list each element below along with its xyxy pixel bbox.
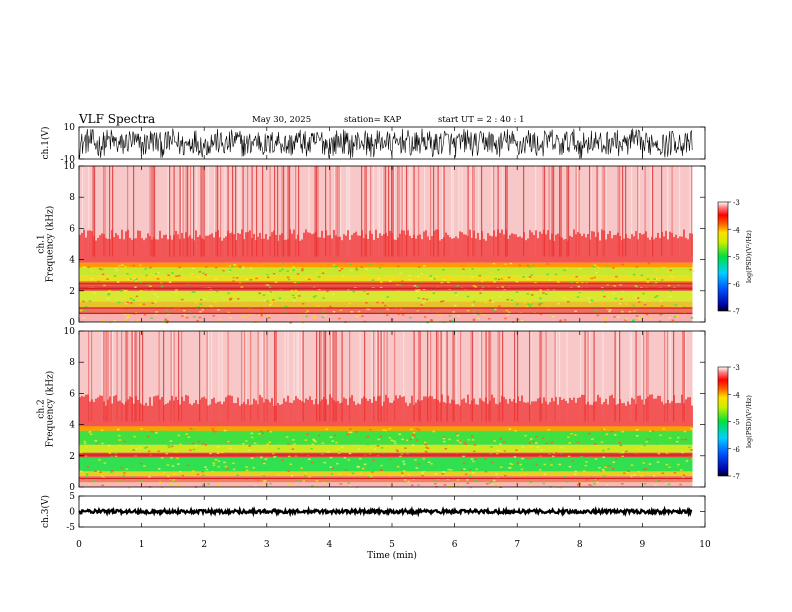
ch1-spectrogram-ytick-label: 2	[69, 287, 75, 297]
ch1-spectrogram-ytick-label: 0	[69, 318, 75, 328]
xtick-label: 2	[201, 540, 207, 550]
xtick-label: 0	[76, 540, 82, 550]
ch3-waveform-trace	[78, 505, 693, 518]
ch1-spectrogram-ytick-label: 10	[64, 162, 76, 172]
ch2-spectrogram-ytick-label: 2	[69, 452, 75, 462]
xtick-label: 3	[264, 540, 270, 550]
ch3-waveform-ytick-label: 5	[69, 492, 75, 502]
xtick-label: 1	[139, 540, 145, 550]
ch2-spectrogram-ytick-label: 10	[64, 327, 76, 337]
ch1-waveform-ylabel: ch.1(V)	[40, 127, 51, 160]
colorbar-label: log(PSD)(V²/Hz)	[745, 230, 753, 283]
xtick-label: 4	[327, 540, 333, 550]
ch2-spectrogram-image	[79, 331, 694, 489]
station-label: station= KAP	[344, 115, 402, 125]
ch3-waveform-ytick-label: -5	[66, 523, 75, 533]
ch2-spectrogram-ylabel: ch.2	[37, 399, 47, 418]
x-axis-label: Time (min)	[367, 550, 417, 561]
chart-title: VLF Spectra	[79, 112, 156, 126]
xtick-label: 10	[699, 540, 711, 550]
ch1-spectrogram-ylabel: ch.1	[37, 234, 47, 253]
ch2-spectrogram-ytick-label: 8	[69, 358, 75, 368]
colorbar-tick-label: -5	[733, 419, 740, 427]
xtick-label: 7	[514, 540, 520, 550]
ch1-spectrogram-ytick-label: 6	[69, 224, 75, 234]
colorbar-tick-label: -7	[733, 473, 740, 481]
ch2-spectrogram-ylabel: Frequency (kHz)	[45, 371, 56, 448]
ch1-waveform-ytick-label: -10	[61, 155, 76, 165]
xtick-label: 5	[389, 540, 395, 550]
ch1-spectrogram-ytick-label: 8	[69, 193, 75, 203]
xtick-label: 9	[640, 540, 646, 550]
colorbar-tick-label: -5	[733, 254, 740, 262]
colorbar-tick-label: -3	[733, 199, 740, 207]
colorbar-tick-label: -6	[733, 281, 740, 289]
start-ut-label: start UT = 2 : 40 : 1	[438, 115, 525, 125]
xtick-label: 8	[577, 540, 583, 550]
ch3-waveform-ylabel: ch.3(V)	[40, 495, 51, 528]
colorbar-label: log(PSD)(V²/Hz)	[745, 395, 753, 448]
ch1-spectrogram-colorbar	[717, 201, 729, 312]
ch1-waveform-trace	[78, 128, 693, 159]
ch1-spectrogram-image	[79, 166, 694, 324]
colorbar-tick-label: -4	[733, 226, 740, 234]
ch1-spectrogram-ylabel: Frequency (kHz)	[45, 206, 56, 283]
ch3-waveform-ytick-label: 0	[69, 508, 75, 518]
ch1-waveform-ytick-label: 10	[64, 123, 76, 133]
ch1-spectrogram-ytick-label: 4	[69, 256, 75, 266]
colorbar-tick-label: -7	[733, 308, 740, 316]
ch2-spectrogram-ytick-label: 6	[69, 389, 75, 399]
ch2-spectrogram-colorbar	[717, 366, 729, 477]
xtick-label: 6	[452, 540, 458, 550]
colorbar-tick-label: -6	[733, 446, 740, 454]
colorbar-tick-label: -3	[733, 364, 740, 372]
ch2-spectrogram-ytick-label: 4	[69, 421, 75, 431]
date-label: May 30, 2025	[252, 115, 312, 125]
ch2-spectrogram-ytick-label: 0	[69, 483, 75, 493]
colorbar-tick-label: -4	[733, 391, 740, 399]
